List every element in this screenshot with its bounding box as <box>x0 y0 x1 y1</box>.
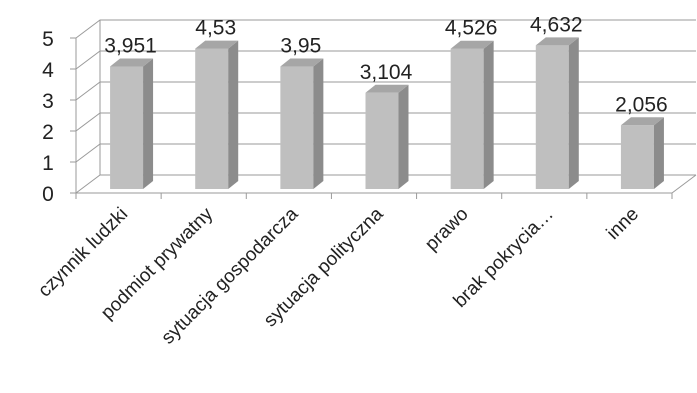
bar-5 <box>535 37 579 189</box>
bar-0 <box>110 58 154 190</box>
value-label-5: 4,632 <box>530 13 583 36</box>
floor-right-edge <box>671 174 697 194</box>
bar-front <box>195 48 229 189</box>
bar-front <box>450 48 484 189</box>
bar-3 <box>365 84 409 189</box>
value-label-1: 4,53 <box>195 17 236 40</box>
y-tick-label-3: 3 <box>42 90 54 113</box>
value-label-3: 3,104 <box>360 61 413 84</box>
bar-front <box>535 45 569 189</box>
bar-side <box>313 58 324 189</box>
category-label-6: inne <box>603 204 643 244</box>
y-tick-label-4: 4 <box>42 59 54 82</box>
value-label-0: 3,951 <box>104 35 157 58</box>
bar-top <box>280 58 324 67</box>
bars <box>110 37 664 190</box>
y-tick-label-2: 2 <box>42 121 54 144</box>
bar-side <box>398 84 409 189</box>
bar-top <box>195 40 239 49</box>
bar-front <box>110 66 144 189</box>
bar-side <box>568 37 579 189</box>
bar-front <box>620 125 654 189</box>
bar-side <box>143 58 154 190</box>
category-label-4: prawo <box>421 204 472 255</box>
y-axis: 0 1 2 3 4 5 <box>42 20 673 206</box>
bar-6 <box>620 117 664 189</box>
value-labels: 3,951 4,53 3,95 3,104 4,526 4,632 2,056 <box>104 13 667 116</box>
bar-side <box>653 117 664 189</box>
y-tick-label-1: 1 <box>42 152 54 175</box>
bar-top <box>110 58 154 67</box>
bar-1 <box>195 40 239 189</box>
category-label-2: sytuacja gospodarcza <box>158 203 303 348</box>
bar-top <box>450 40 494 49</box>
bar-side <box>483 40 494 189</box>
bar-top <box>620 117 664 126</box>
bar-4 <box>450 40 494 189</box>
bar-side <box>228 40 239 189</box>
bar-front <box>365 92 399 189</box>
value-label-4: 4,526 <box>445 17 498 40</box>
value-label-2: 3,95 <box>280 35 321 58</box>
y-tick-label-0: 0 <box>42 183 54 206</box>
gridline-5 <box>75 19 696 39</box>
value-label-6: 2,056 <box>615 93 668 116</box>
category-label-0: czynnik ludzki <box>34 204 132 302</box>
bar-2 <box>280 58 324 189</box>
bar-top <box>535 37 579 46</box>
y-tick-label-5: 5 <box>42 28 54 51</box>
bar-top <box>365 84 409 93</box>
bar-front <box>280 66 314 189</box>
